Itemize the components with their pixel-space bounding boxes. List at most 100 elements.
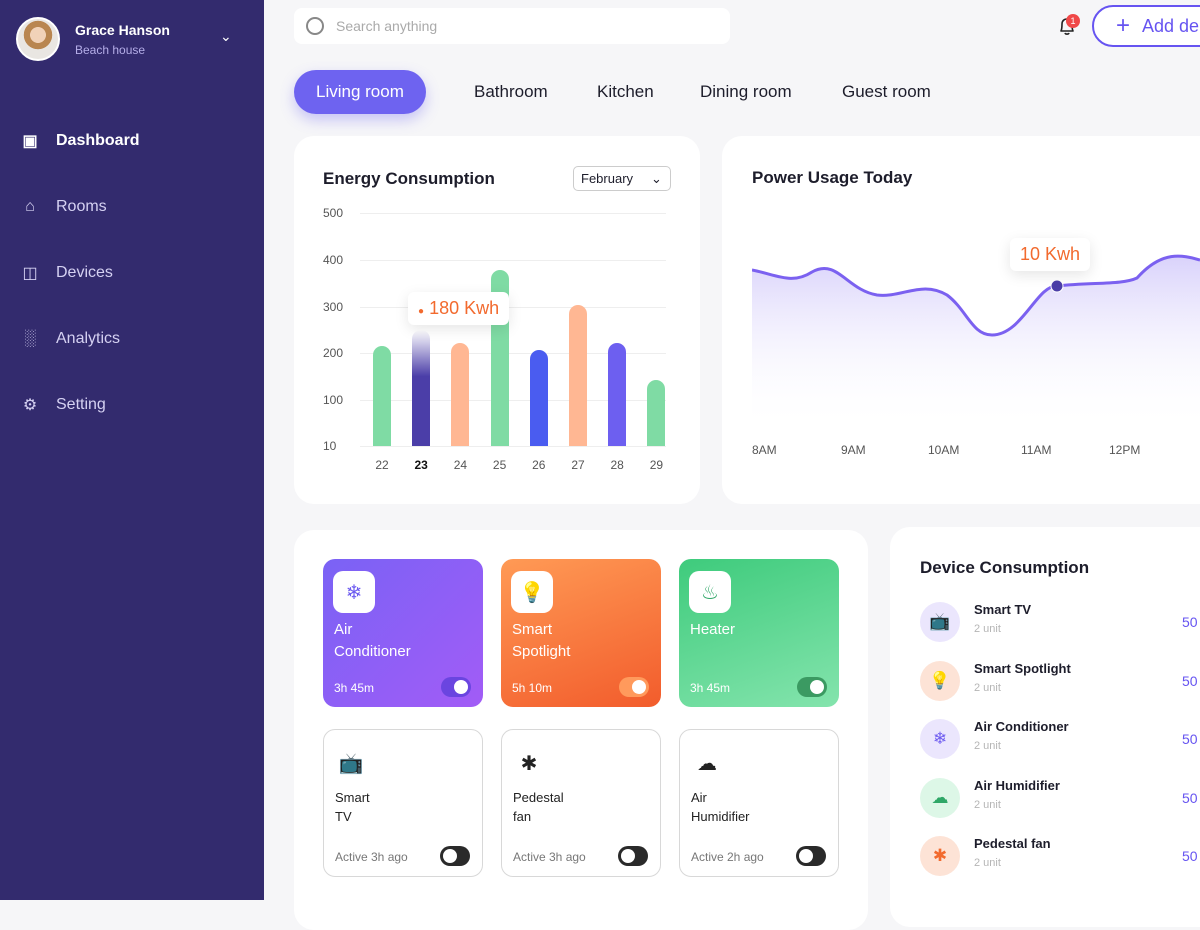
tv-icon: 📺 [920,602,960,642]
row-value: 50 [1182,789,1198,806]
power-line-chart [752,254,1200,430]
device-toggle[interactable] [796,846,826,866]
x-tick: 9AM [841,443,866,457]
gear-icon: ⚙ [22,397,38,414]
sidebar-item-setting[interactable]: ⚙ Setting [20,393,106,417]
y-tick: 10 [323,439,337,453]
gridline [360,353,666,354]
power-area [752,256,1200,430]
device-name-line: Conditioner [334,643,411,660]
device-toggle[interactable] [618,846,648,866]
device-card[interactable]: 💡 Smart Spotlight 5h 10m [501,559,661,707]
x-tick: 11AM [1021,443,1052,457]
sidebar: Grace Hanson Beach house ⌄ ▣ Dashboard ⌂ R… [0,0,264,900]
month-value: February [581,171,634,186]
device-name-line: Heater [690,621,736,638]
sidebar-item-analytics[interactable]: ░ Analytics [20,327,120,351]
device-card[interactable]: ♨ Heater 3h 45m [679,559,839,707]
analytics-icon: ░ [24,330,36,347]
consumption-row[interactable]: 💡 Smart Spotlight 2 unit 50 [920,660,1200,703]
bar-24[interactable] [451,343,470,446]
row-value: 50 [1182,731,1198,747]
user-name: Grace Hanson [75,22,170,38]
consumption-row[interactable]: ✱ Pedestal fan 2 unit 50 [920,836,1200,878]
device-toggle[interactable] [440,846,470,866]
power-tooltip: 10 Kwh [1010,238,1091,271]
device-card[interactable]: ❄ Air Conditioner 3h 45m [323,559,483,707]
consumption-row[interactable]: 📺 Smart TV 2 unit 50 [920,602,1200,644]
consumption-row[interactable]: ❄ Air Conditioner 2 unit 50 [920,719,1200,761]
device-toggle[interactable] [619,677,649,697]
tab-kitchen[interactable]: Kitchen [597,82,654,101]
device-time: Active 2h ago [691,850,764,864]
bar-22[interactable] [373,345,391,446]
tv-icon: 📺 [338,752,364,775]
x-tick: 23 [414,458,428,472]
bar-23[interactable] [412,330,431,446]
tab-bathroom[interactable]: Bathroom [474,82,548,101]
avatar[interactable] [16,17,60,61]
device-card[interactable]: 📺 Smart TV Active 3h ago [323,729,483,877]
user-location: Beach house [75,43,146,57]
sidebar-item-devices[interactable]: ◫ Devices [20,261,112,285]
x-tick: 10AM [928,443,960,457]
device-name-line: Smart [512,621,553,638]
power-line [752,254,1200,337]
home-icon: ⌂ [25,198,35,215]
search-icon [306,17,324,35]
row-value: 50 [1182,614,1198,630]
y-tick: 200 [323,346,344,360]
bulb-icon: 💡 [511,571,553,613]
device-time: 3h 45m [690,681,731,695]
y-tick: 300 [323,300,344,314]
row-name: Smart Spotlight [974,660,1071,676]
row-value: 50 [1182,848,1198,864]
nav-label: Analytics [56,330,121,347]
device-toggle[interactable] [797,677,827,697]
plus-icon: + [1116,12,1131,39]
tab-guest-room[interactable]: Guest room [842,82,931,101]
row-units: 2 unit [974,740,1001,752]
device-card[interactable]: ✱ Pedestal fan Active 3h ago [501,729,661,877]
bar-26[interactable] [529,350,548,446]
x-tick: 29 [649,458,664,472]
sidebar-item-rooms[interactable]: ⌂ Rooms [20,195,107,219]
row-name: Air Humidifier [974,777,1060,793]
devices-icon: ◫ [22,265,38,282]
device-name-line: Spotlight [512,643,571,660]
y-tick: 500 [323,206,344,220]
device-card[interactable]: ☁ Air Humidifier Active 2h ago [679,729,839,877]
bar-27[interactable] [569,305,587,446]
bar-29[interactable] [647,379,666,446]
row-units: 2 unit [974,857,1001,869]
device-name: Air Conditioner [334,619,411,663]
device-name: Smart TV [335,788,370,826]
device-name-line: fan [513,809,532,824]
y-tick: 100 [323,393,344,407]
consumption-row[interactable]: ☁ Air Humidifier 2 unit 50 [920,777,1200,820]
nav-label: Setting [56,396,106,413]
tab-living-room[interactable]: Living room [294,70,426,114]
nav-label: Rooms [56,198,107,215]
search-input[interactable] [336,18,696,34]
chevron-down-icon[interactable]: ⌄ [220,28,232,44]
device-name: Smart Spotlight [512,619,570,663]
bar-28[interactable] [608,342,627,446]
y-tick: 400 [323,253,344,267]
device-name: Pedestal fan [513,788,564,826]
device-toggle[interactable] [441,677,471,697]
tab-dining-room[interactable]: Dining room [700,82,792,101]
fan-icon: ✱ [520,752,538,775]
tooltip-value: 180 Kwh [429,298,500,318]
month-select[interactable]: February ⌄ [573,166,671,191]
device-time: 5h 10m [512,681,553,695]
row-name: Pedestal fan [974,836,1051,851]
snowflake-icon: ❄ [920,719,960,759]
x-tick: 28 [610,458,624,472]
energy-title: Energy Consumption [323,169,495,188]
device-name-line: Air [691,790,707,805]
add-label: Add de [1142,15,1200,36]
sidebar-item-dashboard[interactable]: ▣ Dashboard [20,129,139,153]
x-tick: 12PM [1109,443,1141,457]
add-device-button[interactable]: + Add de [1092,5,1200,47]
